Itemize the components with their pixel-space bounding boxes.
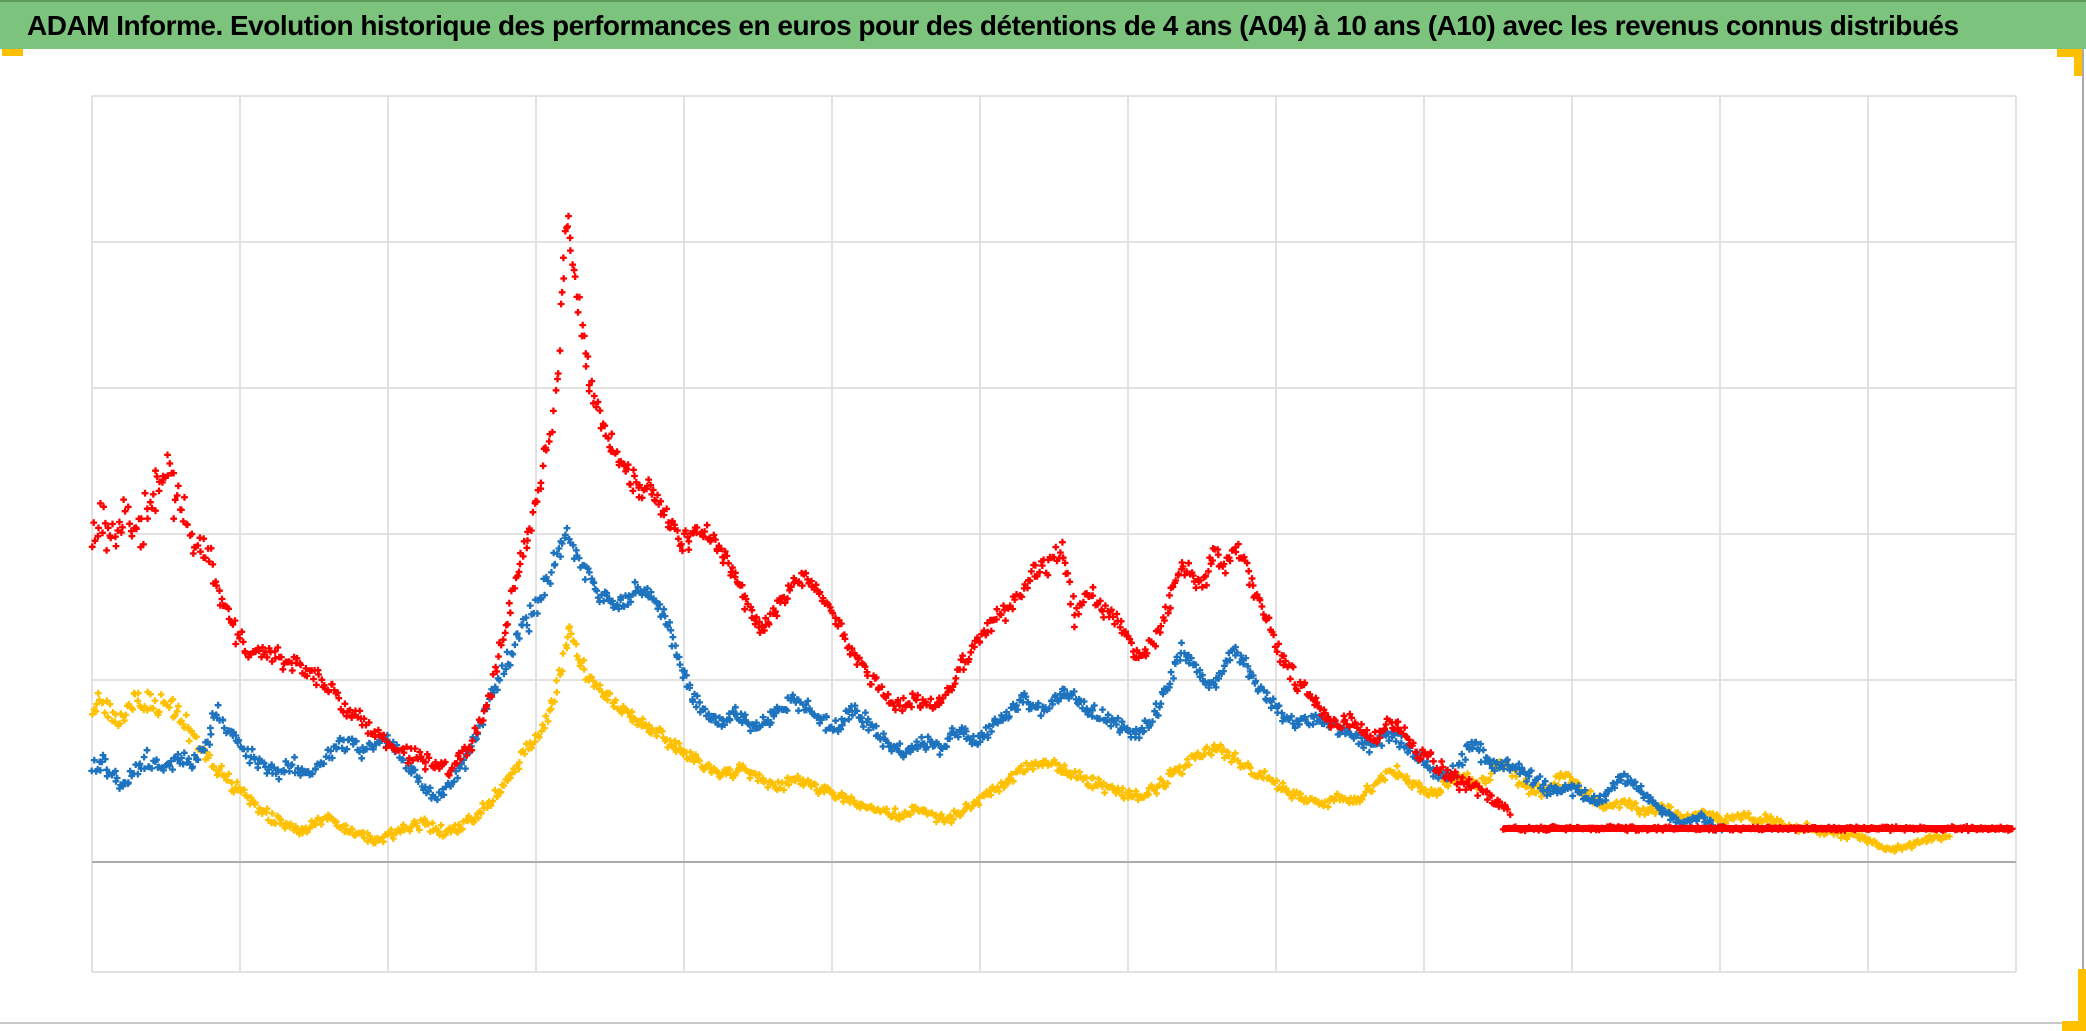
series-blue-markers: [88, 524, 1727, 834]
selection-corner-top-left-bar: [2, 49, 23, 56]
window-right-border: [2082, 49, 2084, 1023]
title-bar: ADAM Informe. Evolution historique des p…: [0, 0, 2086, 49]
chart-title: ADAM Informe. Evolution historique des p…: [27, 9, 1959, 41]
window-bottom-border: [0, 1022, 2086, 1024]
series-red-markers: [88, 212, 2016, 835]
selection-corner-top-right-horizontal: [2057, 49, 2082, 57]
chart-canvas[interactable]: [0, 49, 2086, 1031]
series-yellow-markers: [89, 623, 1953, 855]
plot-area-svg: [88, 95, 2017, 973]
selection-corner-bottom-right-vertical: [2078, 969, 2086, 1023]
selection-corner-bottom-right-horizontal: [2062, 1021, 2086, 1031]
selection-corner-top-right-vertical: [2074, 49, 2082, 76]
